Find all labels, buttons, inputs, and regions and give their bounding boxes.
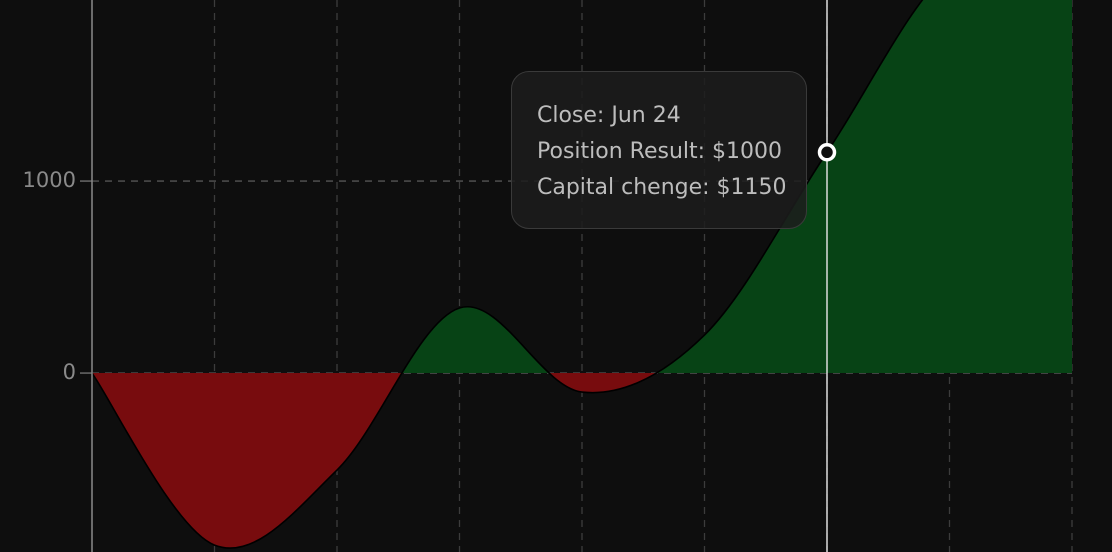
line	[91, 0, 924, 549]
y-tick-label: 0	[63, 360, 76, 384]
cursor-marker	[817, 143, 837, 162]
y-tick-label: 1000	[23, 168, 76, 192]
tooltip-line: Close: Jun 24	[537, 103, 681, 128]
tooltip: Close: Jun 24 Position Result: $1000 Cap…	[511, 71, 807, 229]
tooltip-line: Capital chenge: $1150	[537, 175, 787, 200]
area-negative	[92, 373, 1072, 549]
area-positive	[401, 0, 1072, 374]
tooltip-line: Position Result: $1000	[537, 139, 783, 164]
